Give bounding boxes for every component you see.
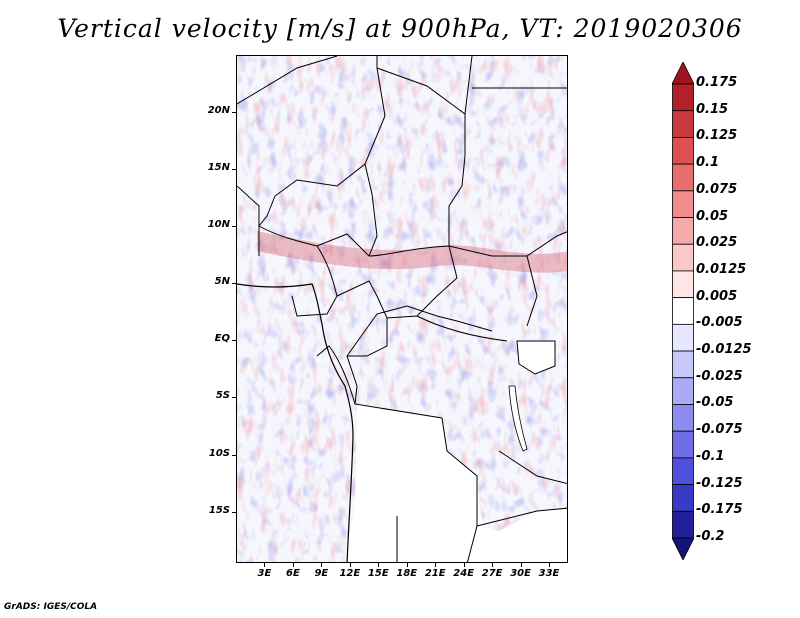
latitude-tick bbox=[232, 226, 237, 228]
credit-text: GrADS: IGES/COLA bbox=[4, 602, 98, 612]
colorbar-label: 0.175 bbox=[696, 75, 738, 90]
longitude-label: 21E bbox=[424, 568, 446, 579]
velocity-field-map bbox=[237, 56, 567, 562]
longitude-tick bbox=[321, 562, 323, 567]
colorbar-label: -0.05 bbox=[696, 395, 734, 411]
longitude-tick bbox=[520, 562, 522, 567]
colorbar bbox=[672, 62, 694, 560]
colorbar-swatch bbox=[672, 377, 694, 405]
longitude-tick bbox=[264, 562, 266, 567]
latitude-tick bbox=[232, 511, 237, 513]
latitude-tick bbox=[232, 454, 237, 456]
longitude-tick bbox=[492, 562, 494, 567]
longitude-tick bbox=[549, 562, 551, 567]
longitude-label: 15E bbox=[367, 568, 389, 579]
latitude-label: 5S bbox=[215, 390, 230, 402]
colorbar-label: -0.0125 bbox=[696, 342, 752, 358]
latitude-tick bbox=[232, 112, 237, 114]
longitude-label: 18E bbox=[396, 568, 418, 579]
latitude-tick bbox=[232, 283, 237, 285]
longitude-label: 12E bbox=[339, 568, 361, 579]
colorbar-swatch bbox=[672, 110, 694, 138]
colorbar-label: 0.125 bbox=[696, 128, 738, 144]
colorbar-swatch bbox=[672, 323, 694, 352]
latitude-tick bbox=[232, 169, 237, 171]
longitude-tick bbox=[463, 562, 465, 567]
colorbar-max-arrow bbox=[672, 62, 694, 85]
longitude-label: 24E bbox=[453, 568, 475, 579]
colorbar-label: 0.15 bbox=[696, 101, 729, 117]
latitude-label: EQ bbox=[214, 333, 230, 345]
colorbar-label: 0.075 bbox=[696, 181, 738, 197]
latitude-label: 20N bbox=[207, 105, 230, 117]
longitude-tick bbox=[435, 562, 437, 567]
latitude-label: 10S bbox=[208, 447, 230, 459]
lake-tanganyika bbox=[508, 385, 528, 452]
colorbar-label: 0.0125 bbox=[696, 261, 747, 277]
longitude-tick bbox=[292, 562, 294, 567]
country-borders bbox=[237, 56, 567, 562]
colorbar-swatch bbox=[672, 137, 694, 165]
colorbar-swatch bbox=[672, 430, 694, 459]
colorbar-swatch bbox=[672, 350, 694, 379]
longitude-label: 3E bbox=[257, 568, 272, 579]
colorbar-label: -0.1 bbox=[696, 448, 725, 464]
colorbar-swatch bbox=[672, 457, 694, 485]
colorbar-swatch bbox=[672, 404, 694, 432]
chart-title: Vertical velocity [m/s] at 900hPa, VT: 2… bbox=[57, 14, 743, 43]
coastline bbox=[237, 283, 354, 562]
map-plot-area bbox=[236, 55, 568, 563]
colorbar-label: 0.05 bbox=[696, 208, 729, 224]
colorbar-swatch bbox=[672, 484, 694, 512]
masked-terrain-region bbox=[347, 404, 567, 562]
colorbar-swatch bbox=[672, 83, 694, 112]
colorbar-label: -0.175 bbox=[696, 502, 743, 518]
colorbar-swatch bbox=[672, 190, 694, 218]
longitude-label: 30E bbox=[510, 568, 531, 579]
longitude-tick bbox=[406, 562, 408, 567]
colorbar-min-arrow bbox=[672, 537, 694, 560]
colorbar-swatch bbox=[672, 270, 694, 299]
latitude-label: 15N bbox=[207, 162, 230, 174]
longitude-label: 33E bbox=[538, 568, 560, 579]
longitude-label: 9E bbox=[314, 568, 329, 579]
colorbar-swatch bbox=[672, 217, 694, 245]
latitude-label: 10N bbox=[207, 219, 230, 231]
latitude-tick bbox=[232, 397, 237, 399]
colorbar-label: -0.005 bbox=[696, 315, 743, 331]
colorbar-label: 0.005 bbox=[696, 288, 738, 304]
colorbar-label: -0.2 bbox=[696, 529, 725, 544]
colorbar-label: -0.075 bbox=[696, 422, 743, 438]
longitude-label: 27E bbox=[481, 568, 503, 579]
convergence-band bbox=[257, 231, 567, 273]
colorbar-label: 0.025 bbox=[696, 235, 738, 251]
colorbar-swatch bbox=[672, 243, 694, 272]
colorbar-label: -0.025 bbox=[696, 368, 743, 384]
colorbar-swatch bbox=[672, 297, 694, 325]
longitude-tick bbox=[349, 562, 351, 567]
latitude-tick bbox=[232, 340, 237, 342]
longitude-label: 6E bbox=[286, 568, 300, 579]
colorbar-swatch bbox=[672, 510, 694, 539]
latitude-label: 5N bbox=[214, 276, 230, 288]
colorbar-label: -0.125 bbox=[696, 475, 743, 491]
colorbar-swatch bbox=[672, 163, 694, 192]
colorbar-label: 0.1 bbox=[696, 155, 720, 171]
lake-victoria bbox=[516, 340, 556, 375]
latitude-label: 15S bbox=[208, 504, 230, 516]
longitude-tick bbox=[378, 562, 380, 567]
